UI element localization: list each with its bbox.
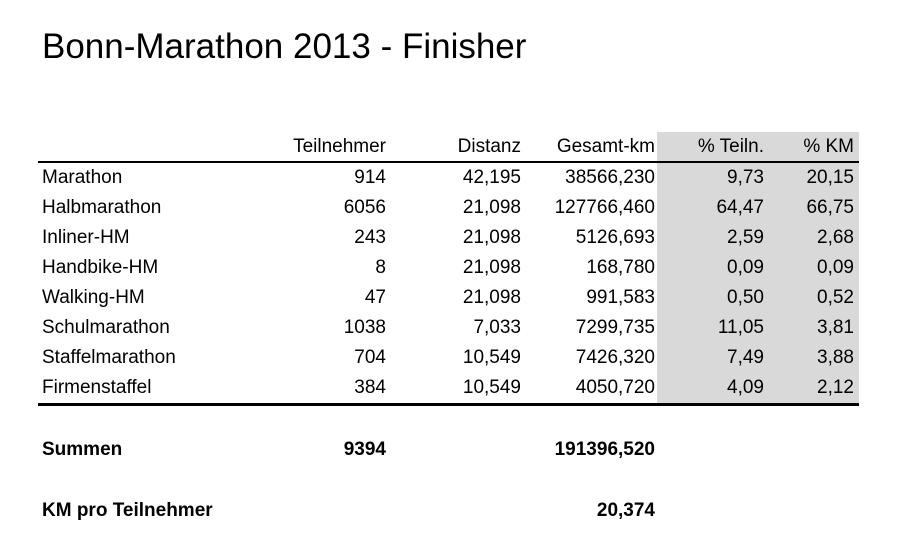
cell-gesamt-km: 7299,735: [575, 317, 655, 338]
cell-teilnehmer: 384: [354, 377, 386, 398]
cell-event: Handbike-HM: [42, 257, 159, 278]
cell-prozent-teiln: 0,50: [727, 287, 764, 308]
cell-distanz: 10,549: [462, 347, 521, 368]
cell-prozent-teiln: 2,59: [727, 227, 764, 248]
summen-gesamt-km: 191396,520: [554, 439, 655, 460]
cell-prozent-km: 2,68: [817, 227, 854, 248]
page-title: Bonn-Marathon 2013 - Finisher: [42, 27, 527, 66]
cell-teilnehmer: 6056: [343, 197, 386, 218]
column-header-prozent-km: % KM: [803, 136, 854, 157]
cell-gesamt-km: 5126,693: [575, 227, 655, 248]
cell-prozent-teiln: 64,47: [716, 197, 764, 218]
bottom-rule: [38, 403, 859, 406]
cell-prozent-teiln: 11,05: [717, 317, 764, 338]
cell-distanz: 21,098: [462, 287, 521, 308]
cell-prozent-km: 0,52: [817, 287, 854, 308]
cell-prozent-teiln: 4,09: [727, 377, 764, 398]
cell-distanz: 42,195: [462, 167, 521, 188]
header-rule: [38, 161, 859, 163]
cell-distanz: 10,549: [462, 377, 521, 398]
cell-prozent-km: 66,75: [806, 197, 854, 218]
km-pro-teilnehmer-label: KM pro Teilnehmer: [42, 500, 213, 521]
cell-prozent-km: 3,88: [817, 347, 854, 368]
cell-teilnehmer: 1038: [343, 317, 386, 338]
cell-prozent-teiln: 0,09: [727, 257, 764, 278]
cell-prozent-km: 20,15: [806, 167, 854, 188]
cell-prozent-km: 0,09: [817, 257, 854, 278]
cell-gesamt-km: 7426,320: [575, 347, 655, 368]
cell-gesamt-km: 168,780: [586, 257, 655, 278]
km-pro-teilnehmer-value: 20,374: [596, 500, 655, 521]
cell-prozent-km: 3,81: [817, 317, 854, 338]
shaded-percent-columns: [657, 132, 859, 404]
cell-event: Marathon: [42, 167, 123, 188]
summen-teilnehmer: 9394: [343, 439, 386, 460]
cell-teilnehmer: 914: [354, 167, 386, 188]
cell-event: Halbmarathon: [42, 197, 162, 218]
cell-teilnehmer: 704: [354, 347, 386, 368]
cell-gesamt-km: 991,583: [586, 287, 655, 308]
column-header-prozent-teiln: % Teiln.: [697, 136, 764, 157]
cell-gesamt-km: 38566,230: [565, 167, 655, 188]
cell-prozent-km: 2,12: [817, 377, 854, 398]
cell-teilnehmer: 8: [375, 257, 386, 278]
cell-event: Staffelmarathon: [42, 347, 176, 368]
cell-teilnehmer: 243: [354, 227, 386, 248]
cell-distanz: 21,098: [462, 197, 521, 218]
cell-gesamt-km: 127766,460: [554, 197, 655, 218]
cell-event: Firmenstaffel: [42, 377, 152, 398]
column-header-teilnehmer: Teilnehmer: [293, 136, 386, 157]
column-header-gesamt-km: Gesamt-km: [556, 136, 655, 157]
cell-distanz: 7,033: [473, 317, 521, 338]
cell-event: Inliner-HM: [42, 227, 130, 248]
cell-prozent-teiln: 7,49: [727, 347, 764, 368]
cell-event: Schulmarathon: [42, 317, 170, 338]
cell-prozent-teiln: 9,73: [727, 167, 764, 188]
cell-teilnehmer: 47: [364, 287, 386, 308]
cell-distanz: 21,098: [462, 227, 521, 248]
cell-event: Walking-HM: [42, 287, 145, 308]
cell-gesamt-km: 4050,720: [575, 377, 655, 398]
column-header-distanz: Distanz: [457, 136, 521, 157]
summen-label: Summen: [42, 439, 123, 460]
cell-distanz: 21,098: [462, 257, 521, 278]
